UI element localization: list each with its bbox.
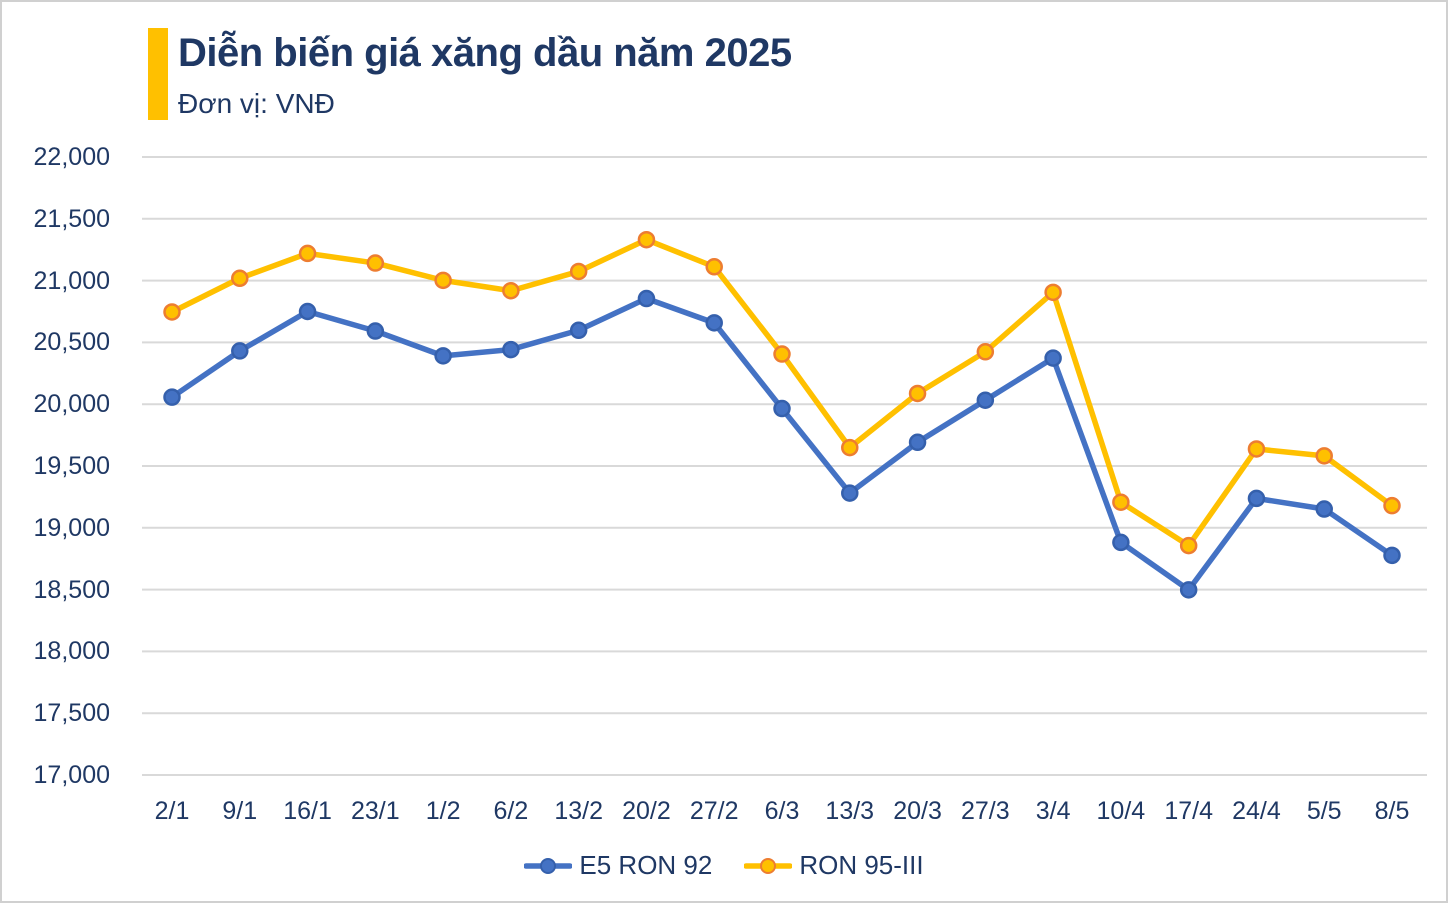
data-point-marker — [434, 271, 452, 290]
chart-unit-label: Đơn vị: VNĐ — [178, 88, 335, 119]
data-point-marker — [1383, 496, 1401, 515]
data-point-marker — [1044, 283, 1062, 302]
data-point-marker — [841, 484, 859, 502]
y-axis-tick-label: 21,000 — [33, 266, 110, 295]
legend-label: RON 95-III — [799, 850, 924, 880]
y-axis-tick-label: 22,000 — [33, 143, 110, 171]
data-point-marker — [841, 438, 859, 457]
data-point-marker — [705, 314, 723, 332]
data-point-marker — [1315, 447, 1333, 465]
x-axis-tick-label: 24/4 — [1232, 797, 1281, 825]
x-axis-tick-label: 3/4 — [1035, 797, 1071, 825]
data-point-marker — [434, 347, 452, 365]
x-axis-tick-label: 8/5 — [1374, 797, 1410, 825]
y-axis-tick-label: 20,500 — [33, 328, 110, 357]
data-point-marker — [502, 340, 520, 359]
title-accent-bar — [148, 28, 168, 120]
data-point-marker — [366, 322, 385, 340]
y-axis-tick-label: 20,000 — [33, 390, 110, 419]
x-axis-tick-label: 17/4 — [1164, 797, 1213, 825]
data-point-marker — [1247, 440, 1266, 458]
data-point-marker — [1112, 493, 1130, 511]
y-axis-tick-label: 17,500 — [33, 699, 110, 728]
x-axis-tick-label: 13/2 — [554, 797, 603, 825]
series-line-1 — [169, 236, 1395, 549]
y-axis-tick-label: 19,500 — [33, 452, 110, 480]
data-point-marker — [569, 262, 588, 281]
data-point-marker — [502, 281, 520, 300]
data-point-marker — [705, 258, 723, 276]
x-axis-tick-label: 6/2 — [493, 797, 529, 825]
x-axis-tick-label: 27/2 — [689, 797, 739, 825]
data-point-marker — [976, 343, 995, 361]
y-axis-tick-label: 18,500 — [33, 575, 110, 604]
data-point-marker — [298, 244, 317, 263]
x-axis-tick-label: 2/1 — [154, 797, 190, 825]
y-axis-tick-label: 17,000 — [33, 761, 110, 789]
x-axis-tick-label: 20/2 — [622, 797, 671, 825]
y-axis-tick-label: 19,000 — [33, 513, 110, 542]
data-point-marker — [163, 388, 181, 406]
x-axis-tick-label: 23/1 — [350, 797, 400, 825]
y-axis-tick-label: 21,500 — [33, 204, 110, 233]
data-point-marker — [1179, 581, 1198, 599]
data-point-marker — [908, 384, 927, 403]
x-axis-tick-label: 9/1 — [222, 797, 258, 825]
y-axis-tick-label: 18,000 — [33, 637, 110, 666]
data-point-marker — [163, 303, 181, 321]
legend-marker-icon — [744, 857, 793, 874]
data-point-marker — [1383, 546, 1401, 565]
data-point-marker — [298, 302, 317, 321]
x-axis-tick-label: 13/3 — [825, 797, 875, 825]
data-point-marker — [366, 254, 385, 272]
data-point-marker — [1044, 349, 1062, 367]
x-axis-tick-label: 27/3 — [960, 797, 1010, 825]
data-point-marker — [773, 399, 791, 418]
legend-item: RON 95-III — [744, 850, 924, 881]
data-point-marker — [908, 433, 927, 452]
data-point-marker — [1112, 533, 1130, 552]
data-point-marker — [231, 342, 249, 360]
data-point-marker — [637, 230, 656, 249]
x-axis-tick-label: 1/2 — [425, 797, 461, 825]
legend-item: E5 RON 92 — [524, 850, 712, 881]
data-point-marker — [1315, 500, 1333, 518]
data-point-marker — [569, 321, 588, 340]
x-axis-tick-label: 10/4 — [1096, 797, 1146, 825]
x-axis-tick-label: 5/5 — [1306, 797, 1342, 825]
data-point-marker — [1247, 489, 1266, 508]
chart-legend: E5 RON 92 RON 95-III — [2, 850, 1446, 881]
x-axis-tick-label: 6/3 — [764, 797, 800, 825]
data-point-marker — [773, 345, 791, 363]
data-point-marker — [976, 391, 995, 409]
legend-label: E5 RON 92 — [579, 850, 713, 880]
data-point-marker — [637, 289, 656, 308]
x-axis-tick-label: 20/3 — [893, 797, 942, 825]
x-axis-tick-label: 16/1 — [283, 797, 332, 825]
data-point-marker — [1179, 536, 1198, 555]
chart-title: Diễn biến giá xăng dầu năm 2025 — [178, 31, 792, 75]
legend-marker-icon — [524, 857, 573, 874]
data-point-marker — [231, 269, 249, 288]
